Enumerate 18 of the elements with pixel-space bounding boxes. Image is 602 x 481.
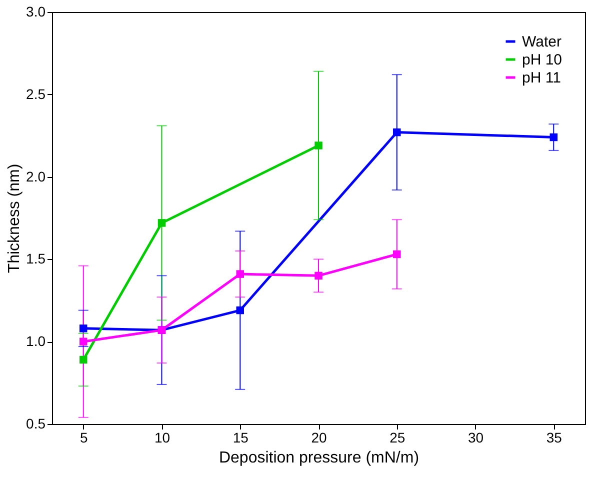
legend-label: pH 10 [522, 52, 562, 68]
y-tick-label: 2.5 [26, 86, 46, 102]
x-tick-label: 10 [154, 430, 170, 446]
y-axis-title: Thickness (nm) [6, 164, 24, 274]
legend-label: Water [522, 34, 562, 50]
x-axis-title: Deposition pressure (mN/m) [218, 450, 420, 466]
y-tick-label: 1.0 [26, 333, 46, 350]
x-tick-label: 30 [468, 430, 484, 446]
y-tick-label: 3.0 [26, 4, 46, 20]
x-tick-label: 20 [311, 430, 327, 446]
x-tick-label: 35 [546, 430, 562, 446]
legend-label: pH 11 [522, 70, 561, 86]
y-tick-label: 1.5 [26, 250, 46, 267]
y-tick-label: 0.5 [26, 416, 46, 432]
x-tick-label: 15 [232, 430, 249, 446]
x-tick-label: 5 [80, 430, 88, 446]
y-tick-label: 2.0 [26, 168, 46, 184]
x-tick-label: 25 [390, 430, 406, 446]
